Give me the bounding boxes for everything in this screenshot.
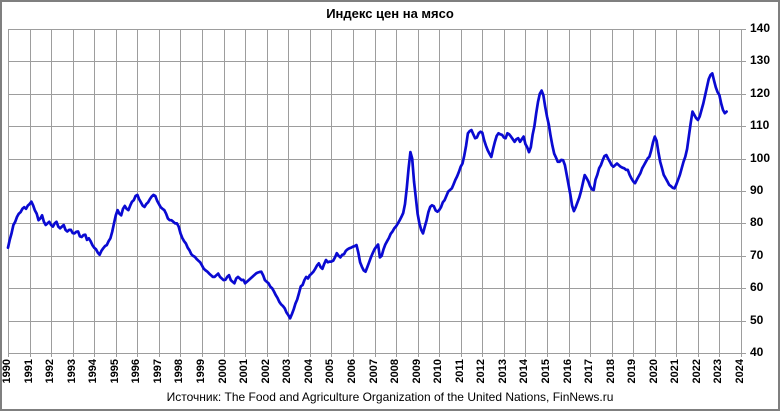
y-tick-label: 80	[750, 215, 764, 230]
x-tick-label: 1993	[65, 359, 78, 384]
y-tick-label: 90	[750, 183, 764, 197]
x-tick-label: 2003	[281, 359, 294, 384]
y-tick-label: 120	[750, 85, 771, 100]
x-tick-label: 2022	[690, 359, 703, 384]
x-tick-label: 1991	[22, 359, 35, 384]
x-tick-label: 1998	[173, 359, 186, 384]
x-tick-label: 2016	[561, 359, 574, 384]
x-tick-label: 2008	[389, 359, 402, 384]
x-tick-label: 1996	[130, 359, 143, 384]
x-tick-label: 1995	[108, 359, 121, 384]
x-tick-label: 2018	[604, 359, 617, 384]
x-tick-label: 2015	[539, 359, 552, 384]
x-tick-label: 2006	[345, 359, 358, 384]
x-tick-label: 2011	[453, 359, 466, 383]
y-tick-label: 100	[750, 150, 771, 165]
y-tick-label: 70	[750, 247, 764, 262]
x-tick-label: 2001	[238, 359, 251, 384]
x-tick-label: 1992	[44, 359, 57, 384]
source-caption: Источник: The Food and Agriculture Organ…	[166, 390, 614, 404]
y-tick-label: 40	[750, 345, 764, 359]
x-tick-label: 2002	[259, 359, 272, 384]
y-tick-label: 50	[750, 312, 764, 327]
x-tick-label: 2012	[475, 359, 488, 384]
x-tick-label: 1999	[195, 359, 208, 384]
x-tick-label: 2017	[583, 359, 596, 384]
gridlines	[8, 29, 746, 357]
x-tick-label: 2009	[410, 359, 423, 384]
x-tick-label: 1997	[151, 359, 164, 384]
y-tick-label: 140	[750, 21, 771, 35]
x-tick-label: 2020	[647, 359, 660, 384]
x-tick-label: 2005	[324, 359, 337, 384]
x-tick-label: 2024	[734, 359, 746, 384]
y-tick-label: 60	[750, 280, 764, 295]
x-tick-label: 1990	[1, 359, 13, 384]
x-tick-label: 2021	[669, 359, 682, 384]
x-tick-label: 1994	[87, 359, 100, 384]
x-tick-label: 2007	[367, 359, 380, 384]
y-tick-label: 110	[750, 118, 770, 133]
price-line	[6, 72, 728, 320]
x-tick-label: 2014	[518, 359, 531, 384]
x-tick-label: 2000	[216, 359, 229, 384]
x-tick-label: 2010	[432, 359, 445, 384]
x-tick-label: 2023	[712, 359, 725, 384]
y-tick-label: 130	[750, 53, 771, 68]
x-tick-label: 2004	[302, 359, 315, 384]
x-tick-label: 2013	[496, 359, 509, 384]
chart-title: Индекс цен на мясо	[326, 6, 454, 21]
x-tick-label: 2019	[626, 359, 639, 384]
